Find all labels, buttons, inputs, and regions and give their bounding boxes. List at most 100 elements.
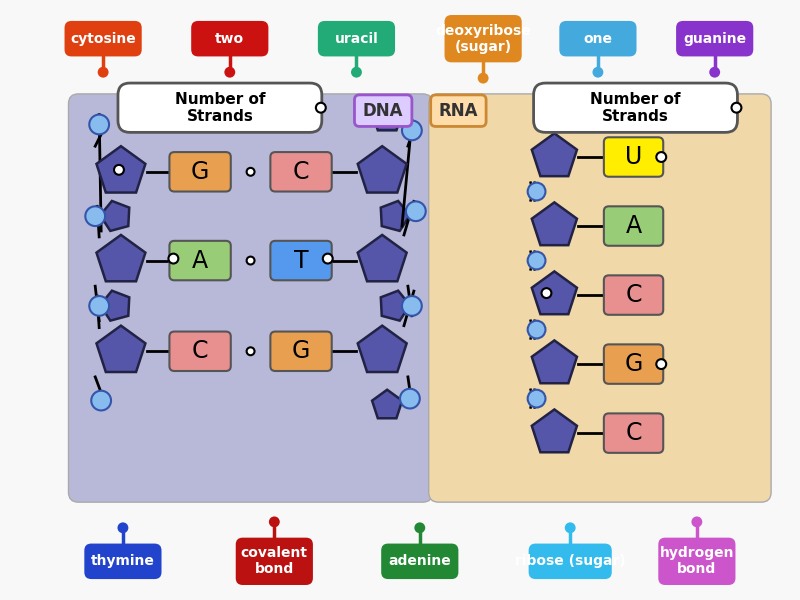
Text: C: C xyxy=(626,421,642,445)
Circle shape xyxy=(414,523,426,533)
Circle shape xyxy=(246,168,254,176)
Text: G: G xyxy=(624,352,642,376)
Circle shape xyxy=(402,121,422,140)
Polygon shape xyxy=(100,201,130,231)
Circle shape xyxy=(731,103,742,113)
Text: A: A xyxy=(626,214,642,238)
Text: guanine: guanine xyxy=(683,32,746,46)
Text: C: C xyxy=(192,339,208,363)
Circle shape xyxy=(323,254,333,263)
Text: cytosine: cytosine xyxy=(70,32,136,46)
Circle shape xyxy=(400,389,420,409)
Circle shape xyxy=(90,296,109,316)
Polygon shape xyxy=(358,326,406,372)
Circle shape xyxy=(656,359,666,369)
FancyBboxPatch shape xyxy=(84,544,162,579)
Circle shape xyxy=(90,115,109,134)
FancyBboxPatch shape xyxy=(118,83,322,133)
Circle shape xyxy=(169,254,178,263)
Circle shape xyxy=(316,103,326,113)
Polygon shape xyxy=(97,326,146,372)
FancyBboxPatch shape xyxy=(69,94,433,502)
FancyBboxPatch shape xyxy=(191,21,268,56)
FancyBboxPatch shape xyxy=(270,332,332,371)
Polygon shape xyxy=(372,390,402,418)
Text: RNA: RNA xyxy=(438,101,478,119)
Text: one: one xyxy=(583,32,613,46)
FancyBboxPatch shape xyxy=(270,241,332,280)
Circle shape xyxy=(710,67,720,77)
Circle shape xyxy=(528,321,546,338)
Circle shape xyxy=(542,288,551,298)
FancyBboxPatch shape xyxy=(534,83,738,133)
Polygon shape xyxy=(97,235,146,281)
Text: thymine: thymine xyxy=(91,554,155,568)
Text: C: C xyxy=(626,283,642,307)
Circle shape xyxy=(691,517,702,527)
Circle shape xyxy=(565,523,576,533)
Text: two: two xyxy=(215,32,244,46)
Polygon shape xyxy=(97,146,146,193)
Circle shape xyxy=(528,390,546,407)
FancyBboxPatch shape xyxy=(236,538,313,585)
Circle shape xyxy=(269,517,280,527)
Circle shape xyxy=(593,67,603,77)
Text: ribose (sugar): ribose (sugar) xyxy=(515,554,626,568)
FancyBboxPatch shape xyxy=(445,15,522,62)
FancyBboxPatch shape xyxy=(318,21,395,56)
FancyBboxPatch shape xyxy=(604,344,663,384)
FancyBboxPatch shape xyxy=(604,413,663,453)
FancyBboxPatch shape xyxy=(529,544,612,579)
Text: deoxyribose
(sugar): deoxyribose (sugar) xyxy=(435,23,531,54)
FancyBboxPatch shape xyxy=(676,21,754,56)
Polygon shape xyxy=(532,409,577,452)
Circle shape xyxy=(224,67,235,77)
Circle shape xyxy=(91,391,111,410)
FancyBboxPatch shape xyxy=(604,206,663,246)
Polygon shape xyxy=(381,290,410,320)
Circle shape xyxy=(406,202,426,221)
FancyBboxPatch shape xyxy=(354,95,412,127)
Circle shape xyxy=(86,206,105,226)
FancyBboxPatch shape xyxy=(170,152,230,191)
FancyBboxPatch shape xyxy=(170,332,230,371)
Polygon shape xyxy=(381,201,410,231)
FancyBboxPatch shape xyxy=(65,21,142,56)
Text: Number of
Strands: Number of Strands xyxy=(174,92,265,124)
Text: U: U xyxy=(625,145,642,169)
FancyBboxPatch shape xyxy=(170,241,230,280)
Polygon shape xyxy=(532,133,577,176)
Text: C: C xyxy=(293,160,310,184)
FancyBboxPatch shape xyxy=(270,152,332,191)
Text: DNA: DNA xyxy=(363,101,403,119)
Circle shape xyxy=(478,73,489,83)
Polygon shape xyxy=(358,146,406,193)
Text: uracil: uracil xyxy=(334,32,378,46)
Circle shape xyxy=(402,296,422,316)
Circle shape xyxy=(528,182,546,200)
Text: Number of
Strands: Number of Strands xyxy=(590,92,681,124)
Circle shape xyxy=(246,347,254,355)
Polygon shape xyxy=(532,340,577,383)
FancyBboxPatch shape xyxy=(604,137,663,177)
FancyBboxPatch shape xyxy=(430,95,486,127)
Circle shape xyxy=(118,523,128,533)
Text: G: G xyxy=(292,339,310,363)
Text: G: G xyxy=(191,160,210,184)
FancyBboxPatch shape xyxy=(658,538,735,585)
Polygon shape xyxy=(532,202,577,245)
FancyBboxPatch shape xyxy=(559,21,637,56)
FancyBboxPatch shape xyxy=(429,94,771,502)
Polygon shape xyxy=(100,290,130,320)
Text: A: A xyxy=(192,248,208,272)
Text: T: T xyxy=(294,248,308,272)
Circle shape xyxy=(528,251,546,269)
Circle shape xyxy=(351,67,362,77)
Circle shape xyxy=(246,257,254,265)
Text: hydrogen
bond: hydrogen bond xyxy=(660,546,734,577)
Polygon shape xyxy=(358,235,406,281)
Circle shape xyxy=(114,165,124,175)
Circle shape xyxy=(656,152,666,162)
Polygon shape xyxy=(532,271,577,314)
Polygon shape xyxy=(372,102,402,130)
